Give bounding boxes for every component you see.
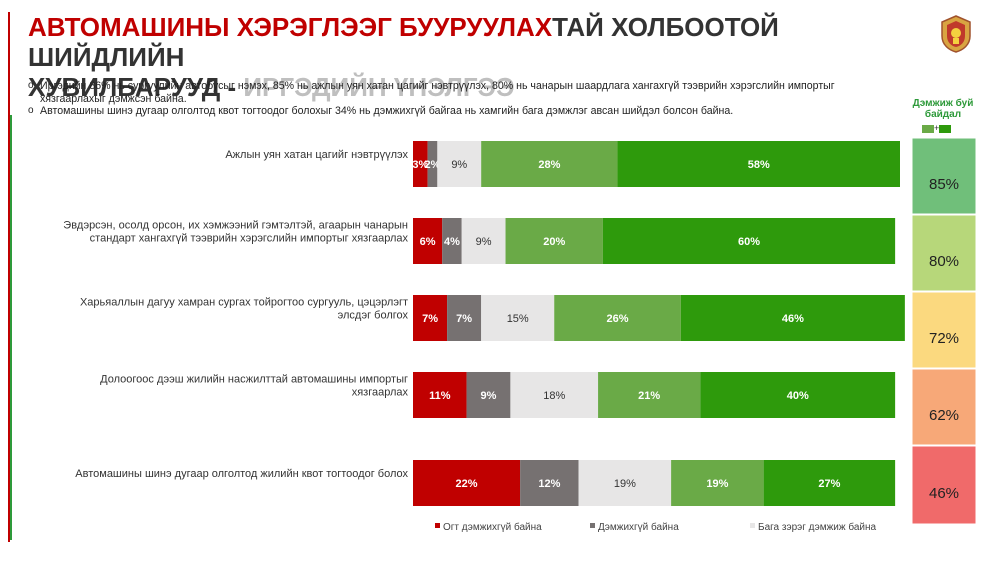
support-total-value: 80% bbox=[929, 253, 959, 270]
support-total-cell bbox=[911, 445, 977, 525]
bar-segment bbox=[481, 295, 555, 341]
bar-segment bbox=[413, 141, 428, 187]
data-label: 15% bbox=[507, 313, 529, 325]
data-label: 2% bbox=[425, 159, 441, 171]
data-label: 9% bbox=[476, 236, 492, 248]
support-total-cell bbox=[911, 137, 977, 215]
category-label: Харьяаллын дагуу хамран сургах тойрогтоо… bbox=[80, 297, 408, 309]
data-label: 28% bbox=[538, 159, 560, 171]
data-label: 58% bbox=[748, 159, 770, 171]
support-total-cell bbox=[911, 214, 977, 292]
coat-of-arms-icon bbox=[941, 15, 971, 53]
data-label: 19% bbox=[706, 478, 728, 490]
data-label: 26% bbox=[607, 313, 629, 325]
bar-segment bbox=[413, 295, 448, 341]
bar-segment bbox=[427, 141, 438, 187]
bar-segment bbox=[578, 460, 672, 506]
bar-segment bbox=[763, 460, 896, 506]
summary-bullet: Иргэдийн 86% нь сургуулийн автобусыг нэм… bbox=[28, 80, 888, 105]
bar-segment bbox=[671, 460, 764, 506]
category-label: Ажлын уян хатан цагийг нэвтрүүлэх bbox=[225, 149, 408, 161]
bar-segment bbox=[510, 372, 599, 418]
legend-label: Дэмжихгүй байна bbox=[598, 521, 679, 533]
data-label: 7% bbox=[422, 313, 438, 325]
legend-swatch bbox=[750, 523, 755, 528]
bar-segment bbox=[461, 218, 506, 264]
data-label: 40% bbox=[787, 390, 809, 402]
legend-swatch bbox=[590, 523, 595, 528]
legend-swatch bbox=[435, 523, 440, 528]
data-label: 12% bbox=[538, 478, 560, 490]
data-label: 46% bbox=[782, 313, 804, 325]
bar-segment bbox=[413, 218, 443, 264]
support-total-cell bbox=[911, 368, 977, 446]
data-label: 7% bbox=[456, 313, 472, 325]
category-label: Долоогоос дээш жилийн насжилттай автомаш… bbox=[100, 374, 408, 386]
data-label: 9% bbox=[451, 159, 467, 171]
strong-support-legend-swatch bbox=[939, 124, 952, 133]
bar-segment bbox=[505, 218, 603, 264]
data-label: 9% bbox=[481, 390, 497, 402]
bar-segment bbox=[602, 218, 896, 264]
support-total-value: 62% bbox=[929, 407, 959, 424]
bar-segment bbox=[680, 295, 905, 341]
support-legend-plus: + bbox=[934, 123, 940, 133]
bar-segment bbox=[466, 372, 511, 418]
support-legend-swatch bbox=[922, 124, 934, 133]
left-accent-rule bbox=[8, 12, 10, 542]
data-label: 3% bbox=[412, 159, 428, 171]
summary-bullet: Автомашины шинэ дугаар олголтод квот тог… bbox=[28, 105, 888, 118]
data-label: 4% bbox=[444, 236, 460, 248]
legend-label: Огт дэмжихгүй байна bbox=[443, 521, 542, 533]
bar-segment bbox=[598, 372, 701, 418]
data-label: 6% bbox=[420, 236, 436, 248]
support-total-value: 46% bbox=[929, 485, 959, 502]
title-dark-part: ТАЙ ХОЛБООТОЙ ШИЙДЛИЙН bbox=[28, 12, 779, 72]
support-legend: + bbox=[922, 123, 952, 133]
bar-segment bbox=[520, 460, 579, 506]
data-label: 27% bbox=[818, 478, 840, 490]
support-total-cell bbox=[911, 291, 977, 369]
bar-segment bbox=[437, 141, 482, 187]
bar-segment bbox=[413, 460, 521, 506]
category-label: хязгаарлах bbox=[352, 387, 409, 399]
category-label: элсдэг болгох bbox=[338, 310, 409, 322]
data-label: 18% bbox=[543, 390, 565, 402]
data-label: 21% bbox=[638, 390, 660, 402]
bar-segment bbox=[700, 372, 896, 418]
support-total-value: 85% bbox=[929, 176, 959, 193]
data-label: 60% bbox=[738, 236, 760, 248]
data-label: 19% bbox=[614, 478, 636, 490]
left-accent-rule-green bbox=[10, 115, 12, 540]
bar-segment bbox=[442, 218, 462, 264]
legend-label: Бага зэрэг дэмжиж байна bbox=[758, 521, 877, 533]
category-label: Автомашины шинэ дугаар олголтод жилийн к… bbox=[75, 468, 408, 480]
category-label: Эвдэрсэн, осолд орсон, их хэмжээний гэмт… bbox=[63, 220, 408, 232]
summary-bullets: Иргэдийн 86% нь сургуулийн автобусыг нэм… bbox=[28, 80, 888, 118]
support-column-header: Дэмжиж буй байдал bbox=[912, 98, 974, 120]
bar-segment bbox=[554, 295, 681, 341]
category-label: стандарт хангахгүй тээврийн хэрэгслийн и… bbox=[90, 233, 409, 245]
bar-segment bbox=[481, 141, 618, 187]
title-red-part: АВТОМАШИНЫ ХЭРЭГЛЭЭГ БУУРУУЛАХ bbox=[28, 12, 553, 42]
bar-segment bbox=[413, 372, 467, 418]
bar-segment bbox=[447, 295, 482, 341]
data-label: 20% bbox=[543, 236, 565, 248]
support-total-value: 72% bbox=[929, 330, 959, 347]
data-label: 11% bbox=[429, 390, 451, 402]
bar-segment bbox=[617, 141, 900, 187]
data-label: 22% bbox=[456, 478, 478, 490]
